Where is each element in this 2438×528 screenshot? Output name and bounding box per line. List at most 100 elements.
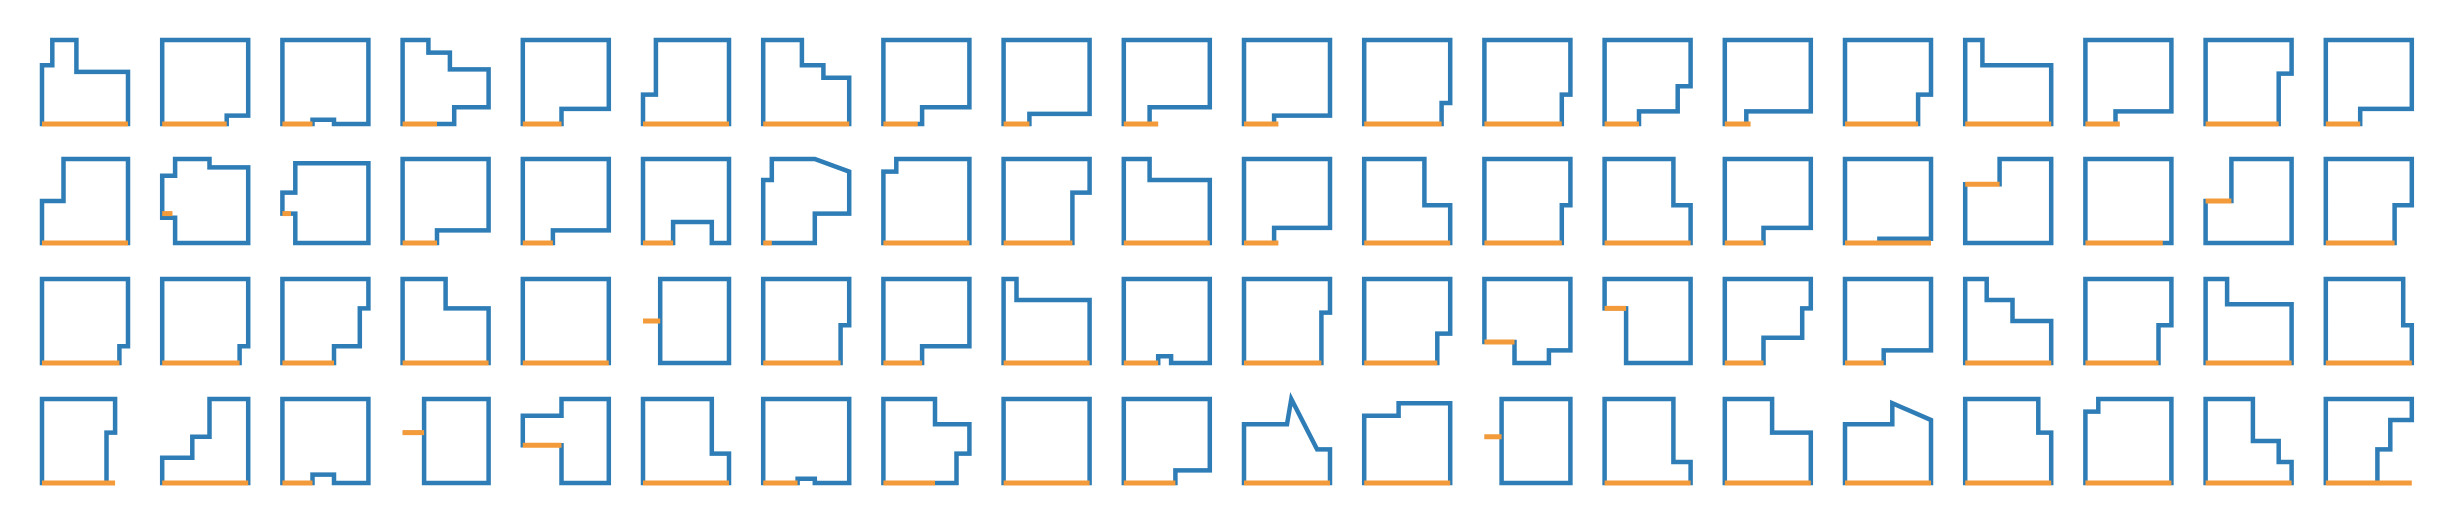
floorplan-outline <box>760 156 852 246</box>
floorplan-outline <box>1722 37 1814 127</box>
floorplan-outline <box>1722 156 1814 246</box>
floorplan-outline <box>881 37 972 127</box>
outline-polygon <box>1962 276 2054 366</box>
floorplan-outline <box>39 156 131 246</box>
outline-polygon <box>881 37 972 127</box>
outline-polygon <box>280 160 371 246</box>
floorplan-outline <box>2083 276 2174 366</box>
outline-polygon <box>159 156 251 246</box>
floorplan-outline <box>1121 37 1213 127</box>
floorplan-outline <box>159 396 251 486</box>
floorplan-outline <box>2323 156 2415 246</box>
outline-polygon <box>640 156 732 246</box>
floorplan-outline <box>1361 276 1453 366</box>
floorplan-outline <box>1482 276 1573 366</box>
floorplan-outline <box>1842 276 1934 366</box>
floorplan-outline <box>1001 276 1092 366</box>
floorplan-outline <box>280 396 371 486</box>
floorplan-outline <box>280 37 371 127</box>
floorplan-outline <box>1241 156 1333 246</box>
outline-polygon <box>159 396 251 486</box>
floorplan-outline <box>159 156 251 246</box>
floorplan-outline <box>39 276 131 366</box>
floorplan-outline <box>1241 276 1333 366</box>
floorplan-outline <box>280 276 371 366</box>
floorplan-outline <box>1361 37 1453 127</box>
floorplan-outline <box>520 156 612 246</box>
floorplan-outline <box>1241 391 1333 486</box>
floorplan-outline <box>2203 156 2294 246</box>
floorplan-outline <box>520 396 612 486</box>
floorplan-outline <box>640 156 732 246</box>
floorplan-outline <box>881 156 972 246</box>
floorplan-outline <box>1962 156 2054 246</box>
outline-polygon <box>520 396 612 486</box>
floorplan-outline <box>1121 276 1213 366</box>
outline-polygon <box>1484 396 1573 486</box>
floorplan-outline <box>2083 37 2174 127</box>
outline-polygon <box>643 276 732 366</box>
floorplan-outline <box>1602 37 1693 127</box>
floorplan-outline <box>1722 396 1814 486</box>
floorplan-outline <box>400 276 491 366</box>
floorplan-outline <box>2203 37 2294 127</box>
floorplan-outline <box>2083 396 2174 486</box>
floorplan-outline <box>760 37 852 127</box>
floorplan-outline <box>2323 37 2415 127</box>
floorplan-outline <box>159 37 251 127</box>
outline-polygon <box>402 396 491 486</box>
floorplan-outline <box>1722 276 1814 366</box>
outline-polygon <box>2323 396 2415 486</box>
floorplan-outline <box>1842 399 1934 486</box>
floorplan-outline <box>640 396 732 486</box>
floorplan-outline <box>1241 37 1333 127</box>
floorplan-outline <box>1484 396 1573 486</box>
floorplan-outline <box>881 276 972 366</box>
floorplan-outline <box>520 276 612 366</box>
outline-polygon <box>760 156 852 246</box>
outline-polygon <box>2203 396 2294 486</box>
floorplan-outline <box>400 37 491 127</box>
floorplan-outline <box>402 396 491 486</box>
floorplan-outline <box>1842 156 1934 246</box>
floorplan-outline <box>1842 37 1934 127</box>
floorplan-outline <box>1482 37 1573 127</box>
floorplan-outline <box>520 37 612 127</box>
floorplan-outline <box>1361 400 1453 486</box>
floorplan-outline <box>2083 156 2174 246</box>
floorplan-outline <box>1121 156 1213 246</box>
floorplan-outline <box>760 396 852 486</box>
floorplan-outline <box>1602 276 1693 366</box>
outline-polygon <box>39 37 131 127</box>
floorplan-outline <box>643 276 732 366</box>
floorplan-outline <box>881 396 972 486</box>
floorplan-outline <box>2203 276 2294 366</box>
outline-polygon <box>881 396 972 486</box>
floorplan-outline <box>640 37 732 127</box>
floorplan-outline <box>1602 396 1693 486</box>
outline-polygon <box>400 37 491 127</box>
floorplan-outline <box>1962 276 2054 366</box>
floorplan-outline <box>2203 396 2294 486</box>
floorplan-outline <box>39 396 118 486</box>
floorplan-outline <box>400 156 491 246</box>
floorplan-outline <box>159 276 251 366</box>
floorplan-outline <box>1001 396 1092 486</box>
floorplan-outline <box>1001 156 1092 246</box>
floorplan-outline <box>1602 156 1693 246</box>
outline-polygon <box>280 276 371 366</box>
outline-polygon <box>280 396 371 486</box>
floorplan-outline <box>2323 396 2415 486</box>
floorplan-outline <box>1001 37 1092 127</box>
floorplan-outline <box>1482 156 1573 246</box>
outline-polygon <box>1482 276 1573 366</box>
floorplan-outline <box>1962 396 2054 486</box>
floorplan-outline <box>1962 37 2054 127</box>
outline-polygon <box>760 37 852 127</box>
floorplan-outline <box>1361 156 1453 246</box>
floorplan-outline <box>1121 396 1213 486</box>
floorplan-outline <box>39 37 131 127</box>
outline-polygon <box>1722 276 1814 366</box>
